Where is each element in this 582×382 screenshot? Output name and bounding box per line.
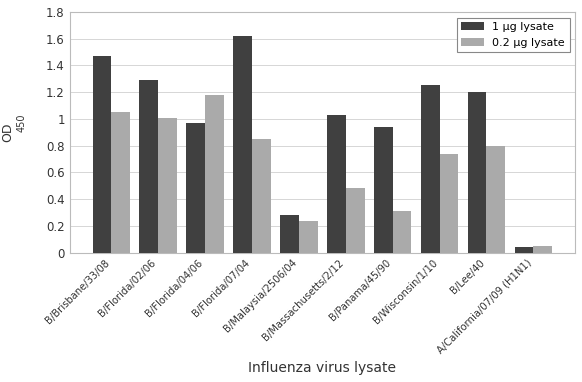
Bar <box>111 112 130 253</box>
Bar <box>140 80 158 253</box>
Legend: 1 μg lysate, 0.2 μg lysate: 1 μg lysate, 0.2 μg lysate <box>457 18 570 52</box>
Bar <box>327 115 346 253</box>
Bar <box>205 95 224 253</box>
Bar <box>93 56 111 253</box>
Bar <box>280 215 299 253</box>
Y-axis label: OD  450: OD 450 <box>0 381 1 382</box>
Bar <box>439 154 458 253</box>
Text: 450: 450 <box>17 114 27 132</box>
Bar <box>487 146 505 253</box>
X-axis label: Influenza virus lysate: Influenza virus lysate <box>249 361 396 375</box>
Bar <box>468 92 487 253</box>
Bar <box>233 36 252 253</box>
Bar <box>299 220 318 253</box>
Bar <box>514 247 533 253</box>
Bar <box>374 127 393 253</box>
Bar <box>533 246 552 253</box>
Bar <box>252 139 271 253</box>
Bar <box>186 123 205 253</box>
Bar <box>393 211 411 253</box>
Bar <box>346 188 364 253</box>
Text: OD: OD <box>1 123 14 142</box>
Bar <box>158 118 177 253</box>
Bar <box>421 86 439 253</box>
